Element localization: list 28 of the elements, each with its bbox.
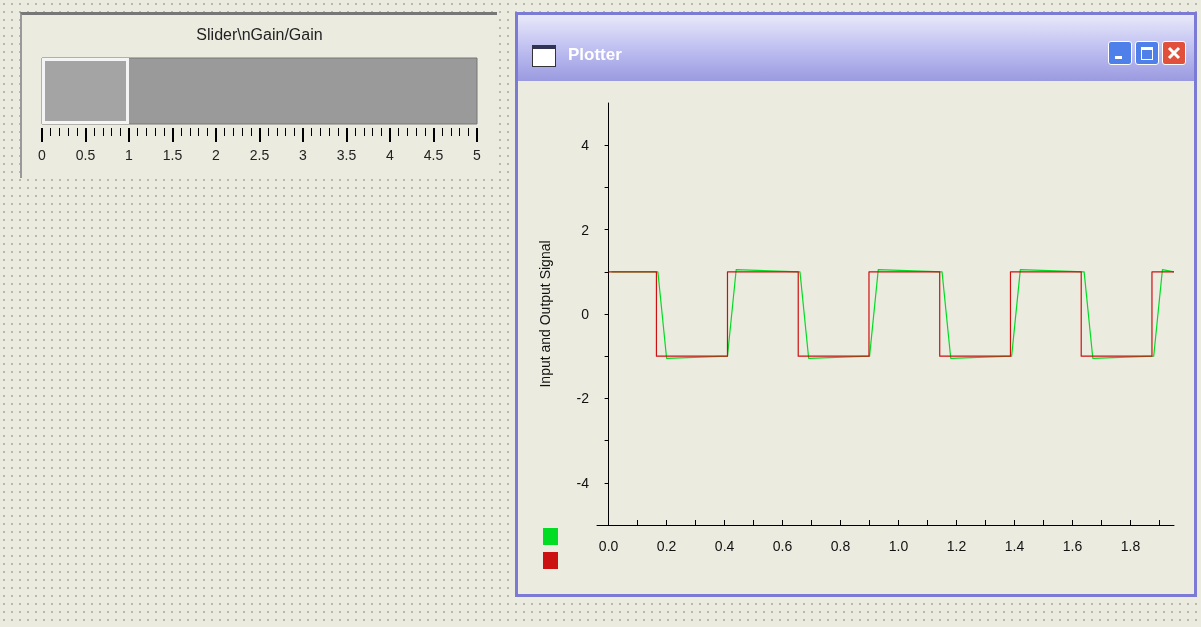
y-tick-label: -4	[576, 474, 590, 491]
x-tick-label: 0.5	[75, 147, 96, 163]
x-tick-label: 0.4	[714, 538, 735, 554]
x-tick-label: 2	[212, 147, 221, 163]
y-tick-label: 0	[581, 306, 590, 322]
x-tick-label: 1.8	[1120, 538, 1141, 554]
chart-title: Plotter	[568, 45, 622, 65]
x-tick-label: 2.5	[249, 147, 270, 163]
x-tick-label: 1.2	[946, 538, 967, 554]
x-tick-label: 1.6	[1062, 538, 1083, 554]
x-tick-label: 0.6	[772, 538, 793, 554]
x-tick-label: 0.0	[598, 538, 619, 554]
x-tick-label: 5	[473, 147, 482, 163]
chart-title: Slider\nGain/Gain	[196, 25, 323, 43]
x-tick-label: 3	[299, 147, 308, 163]
x-tick-label: 3.5	[336, 147, 357, 163]
y-tick-label: -2	[576, 390, 590, 407]
x-tick-label: 1.5	[162, 147, 183, 163]
x-tick-label: 0.2	[656, 538, 677, 554]
y-axis-title: Input and Output Signal	[537, 240, 553, 388]
x-tick-label: 0.8	[830, 538, 851, 554]
x-tick-label: 1.0	[888, 538, 909, 554]
x-tick-label: 4.5	[423, 147, 444, 163]
x-tick-label: 1	[125, 147, 134, 163]
x-tick-label: 4	[386, 147, 395, 163]
x-tick-label: 0	[38, 147, 47, 163]
y-tick-label: 2	[581, 221, 590, 238]
x-tick-label: 1.4	[1004, 538, 1025, 554]
